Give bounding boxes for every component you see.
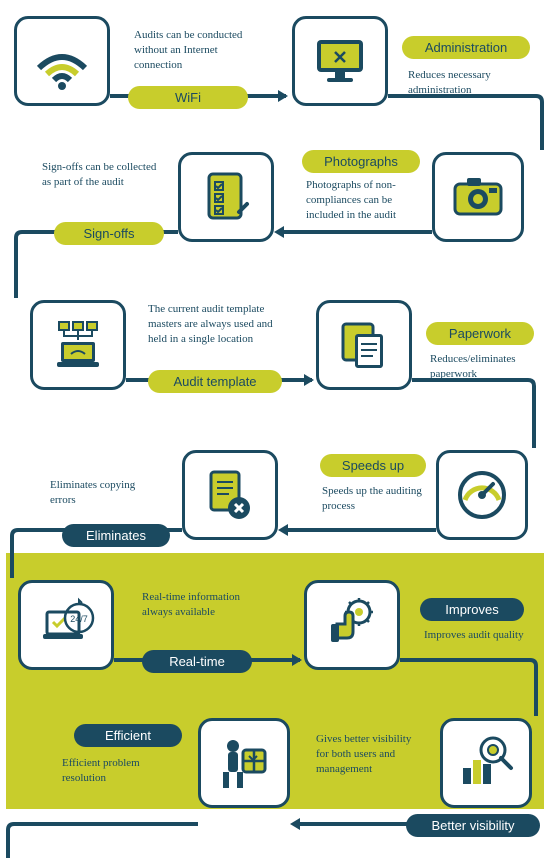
signoffs-card bbox=[178, 152, 274, 242]
paperwork-pill: Paperwork bbox=[426, 322, 534, 345]
realtime-card bbox=[18, 580, 114, 670]
signoffs-desc: Sign-offs can be collected as part of th… bbox=[42, 160, 162, 190]
arrowhead bbox=[304, 374, 314, 386]
audit-template-pill: Audit template bbox=[148, 370, 282, 393]
arrowhead bbox=[292, 654, 302, 666]
improves-desc: Improves audit quality bbox=[424, 628, 524, 643]
wifi-pill: WiFi bbox=[128, 86, 248, 109]
laptop-247-icon bbox=[33, 592, 99, 658]
puzzle-person-icon bbox=[211, 730, 277, 796]
eliminates-card bbox=[182, 450, 278, 540]
improves-card bbox=[304, 580, 400, 670]
audit-template-desc: The current audit template masters are a… bbox=[148, 302, 278, 347]
laptop-network-icon bbox=[45, 312, 111, 378]
signoffs-pill: Sign-offs bbox=[54, 222, 164, 245]
photographs-card bbox=[432, 152, 524, 242]
arrowhead bbox=[274, 226, 284, 238]
wifi-icon bbox=[29, 28, 95, 94]
audit-template-card bbox=[30, 300, 126, 390]
arrowhead bbox=[278, 90, 288, 102]
doc-error-icon bbox=[197, 462, 263, 528]
efficient-card bbox=[198, 718, 290, 808]
wifi-card bbox=[14, 16, 110, 106]
arrowhead bbox=[290, 818, 300, 830]
photographs-desc: Photographs of non-compliances can be in… bbox=[306, 178, 416, 223]
chart-magnify-icon bbox=[453, 730, 519, 796]
efficient-desc: Efficient problem resolution bbox=[62, 756, 172, 786]
arrowhead bbox=[278, 524, 288, 536]
visibility-desc: Gives better visibility for both users a… bbox=[316, 732, 426, 777]
photographs-pill: Photographs bbox=[302, 150, 420, 173]
documents-icon bbox=[331, 312, 397, 378]
realtime-desc: Real-time information always available bbox=[142, 590, 242, 620]
administration-desc: Reduces necessary administration bbox=[408, 68, 528, 98]
visibility-pill: Better visibility bbox=[406, 814, 540, 837]
paperwork-desc: Reduces/eliminates paperwork bbox=[430, 352, 540, 382]
administration-pill: Administration bbox=[402, 36, 530, 59]
speeds-up-card bbox=[436, 450, 528, 540]
monitor-icon bbox=[307, 28, 373, 94]
eliminates-desc: Eliminates copying errors bbox=[50, 478, 150, 508]
speeds-up-desc: Speeds up the auditing process bbox=[322, 484, 422, 514]
camera-icon bbox=[445, 164, 511, 230]
speeds-up-pill: Speeds up bbox=[320, 454, 426, 477]
visibility-card bbox=[440, 718, 532, 808]
efficient-pill: Efficient bbox=[74, 724, 182, 747]
eliminates-pill: Eliminates bbox=[62, 524, 170, 547]
administration-card bbox=[292, 16, 388, 106]
realtime-pill: Real-time bbox=[142, 650, 252, 673]
improves-pill: Improves bbox=[420, 598, 524, 621]
paperwork-card bbox=[316, 300, 412, 390]
gauge-icon bbox=[449, 462, 515, 528]
thumbs-gear-icon bbox=[319, 592, 385, 658]
checklist-icon bbox=[193, 164, 259, 230]
wifi-desc: Audits can be conducted without an Inter… bbox=[134, 28, 244, 73]
